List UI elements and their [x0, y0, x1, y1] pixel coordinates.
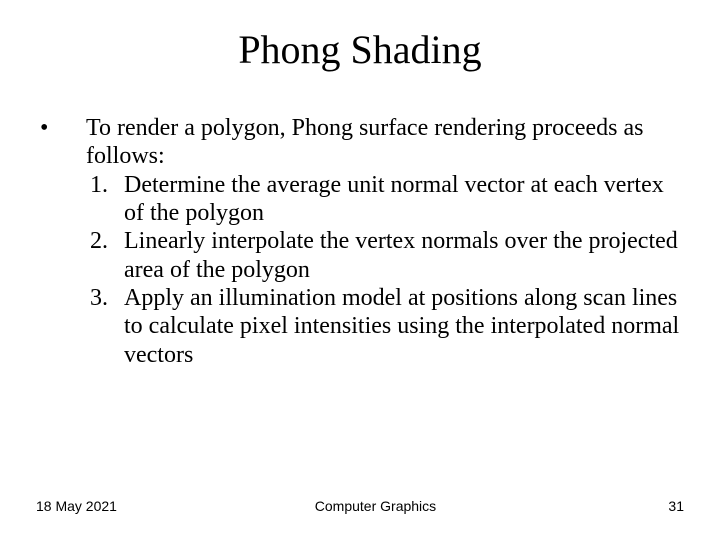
bullet-intro: To render a polygon, Phong surface rende… — [86, 114, 684, 171]
list-item: 2. Linearly interpolate the vertex norma… — [86, 227, 684, 284]
list-number: 2. — [86, 227, 124, 284]
slide-title: Phong Shading — [0, 26, 720, 73]
numbered-list: 1. Determine the average unit normal vec… — [86, 171, 684, 369]
list-text: Apply an illumination model at positions… — [124, 284, 684, 369]
bullet-item: • To render a polygon, Phong surface ren… — [36, 114, 684, 369]
list-item: 3. Apply an illumination model at positi… — [86, 284, 684, 369]
slide-footer: 18 May 2021 Computer Graphics 31 — [36, 498, 684, 514]
list-number: 3. — [86, 284, 124, 369]
list-text: Determine the average unit normal vector… — [124, 171, 684, 228]
slide: Phong Shading • To render a polygon, Pho… — [0, 0, 720, 540]
footer-page-number: 31 — [654, 498, 684, 514]
list-item: 1. Determine the average unit normal vec… — [86, 171, 684, 228]
bullet-content: To render a polygon, Phong surface rende… — [86, 114, 684, 369]
footer-title: Computer Graphics — [97, 498, 654, 514]
list-number: 1. — [86, 171, 124, 228]
list-text: Linearly interpolate the vertex normals … — [124, 227, 684, 284]
slide-body: • To render a polygon, Phong surface ren… — [36, 114, 684, 369]
bullet-marker: • — [36, 114, 86, 369]
